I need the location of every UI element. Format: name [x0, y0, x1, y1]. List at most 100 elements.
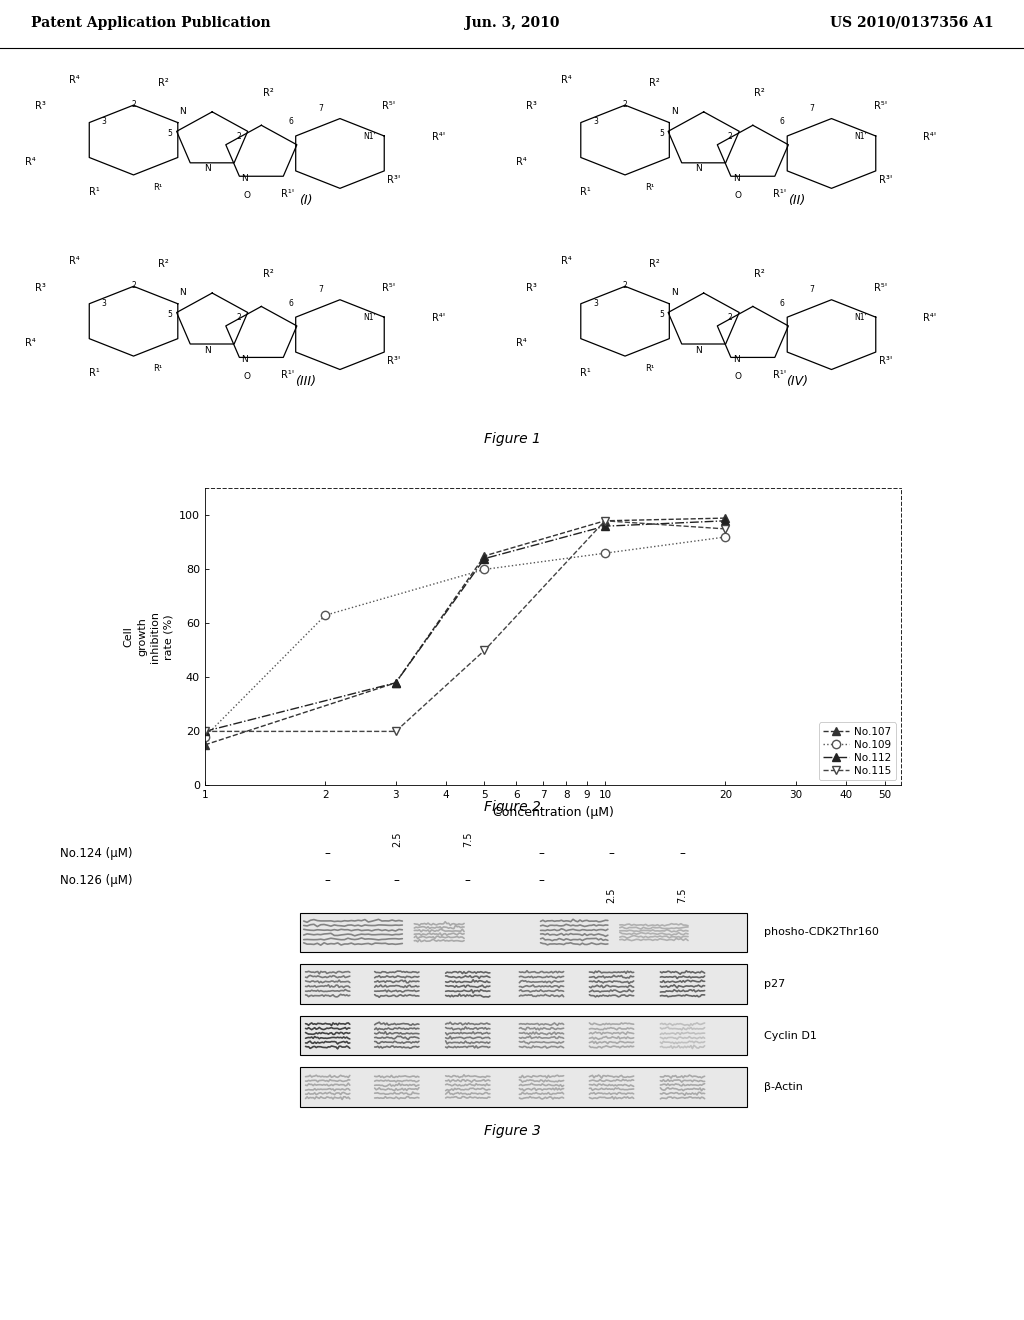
Text: 2: 2 [728, 132, 732, 141]
Text: Figure 1: Figure 1 [483, 432, 541, 446]
Text: N: N [671, 107, 678, 116]
Text: R²: R² [263, 88, 273, 98]
Text: 5: 5 [168, 310, 172, 319]
Text: 5: 5 [659, 129, 664, 137]
Text: 6: 6 [780, 117, 784, 127]
Text: 7: 7 [317, 104, 323, 114]
Text: O: O [734, 191, 741, 201]
No.112 [719, 513, 731, 529]
Text: R⁵': R⁵' [383, 102, 395, 111]
Text: R⁴': R⁴' [432, 132, 444, 141]
Text: R⁴': R⁴' [924, 132, 936, 141]
Text: R¹: R¹ [581, 368, 591, 378]
Text: R⁵': R⁵' [383, 282, 395, 293]
No.115 [478, 643, 490, 659]
No.107 [389, 675, 401, 690]
Text: N1': N1' [855, 132, 867, 141]
Text: 6: 6 [289, 117, 293, 127]
Text: R¹': R¹' [282, 370, 295, 380]
X-axis label: Concentration (μM): Concentration (μM) [493, 805, 613, 818]
Text: R¹': R¹' [773, 370, 786, 380]
Text: 2.5: 2.5 [606, 888, 616, 903]
Text: 3: 3 [593, 117, 598, 127]
Text: R¹: R¹ [645, 182, 654, 191]
Text: N: N [733, 174, 739, 182]
Text: R⁴: R⁴ [561, 75, 571, 84]
Text: 3: 3 [101, 298, 106, 308]
Bar [300, 1068, 748, 1106]
Text: R⁴: R⁴ [25, 338, 36, 348]
Text: R³: R³ [526, 102, 538, 111]
Text: R¹: R¹ [89, 186, 99, 197]
Text: N: N [179, 107, 186, 116]
Text: 7: 7 [317, 285, 323, 294]
No.115 [389, 723, 401, 739]
Text: N: N [242, 174, 248, 182]
Text: R⁴: R⁴ [561, 256, 571, 265]
Text: 6: 6 [780, 298, 784, 308]
No.112 [599, 519, 611, 535]
No.107 [599, 513, 611, 529]
Line: No.115: No.115 [201, 516, 729, 735]
Text: N: N [695, 165, 702, 173]
Text: N: N [242, 355, 248, 364]
Text: R³': R³' [879, 356, 892, 367]
Text: –: – [465, 874, 471, 887]
Bar [300, 1016, 748, 1055]
Text: (I): (I) [299, 194, 312, 207]
Text: 2: 2 [237, 313, 241, 322]
Text: R⁴: R⁴ [70, 256, 80, 265]
Text: R²: R² [649, 259, 659, 269]
Text: N: N [204, 346, 211, 355]
No.107 [199, 737, 211, 752]
Text: R²: R² [158, 259, 168, 269]
Text: –: – [608, 847, 614, 861]
Text: R¹: R¹ [154, 364, 163, 372]
Line: No.112: No.112 [201, 516, 729, 735]
Text: R³: R³ [526, 282, 538, 293]
Text: 2: 2 [131, 281, 136, 290]
No.109 [719, 529, 731, 545]
Text: R⁴: R⁴ [25, 157, 36, 168]
Text: –: – [394, 874, 399, 887]
Text: R²: R² [263, 269, 273, 280]
Text: phosho-CDK2Thr160: phosho-CDK2Thr160 [764, 928, 879, 937]
Text: R³': R³' [387, 356, 400, 367]
Text: 2: 2 [623, 100, 628, 110]
Text: R²: R² [649, 78, 659, 88]
No.107 [478, 548, 490, 564]
Text: R²: R² [755, 88, 765, 98]
Y-axis label: Cell
growth
inhibition
rate (%): Cell growth inhibition rate (%) [124, 611, 173, 663]
Text: R²: R² [755, 269, 765, 280]
Text: R³': R³' [879, 176, 892, 185]
Text: (IV): (IV) [786, 375, 808, 388]
Text: –: – [539, 874, 545, 887]
Text: 3: 3 [593, 298, 598, 308]
Text: Cyclin D1: Cyclin D1 [764, 1031, 816, 1040]
Text: R⁵': R⁵' [874, 282, 887, 293]
Text: N1': N1' [364, 313, 376, 322]
Text: 2.5: 2.5 [392, 832, 401, 846]
Text: 2: 2 [131, 100, 136, 110]
Text: –: – [680, 847, 685, 861]
Text: US 2010/0137356 A1: US 2010/0137356 A1 [829, 16, 993, 29]
No.109 [478, 561, 490, 577]
Text: N: N [695, 346, 702, 355]
Text: R⁴: R⁴ [516, 157, 527, 168]
Legend: No.107, No.109, No.112, No.115: No.107, No.109, No.112, No.115 [819, 722, 896, 780]
Text: R⁴': R⁴' [924, 313, 936, 323]
Text: R¹: R¹ [89, 368, 99, 378]
Text: R¹: R¹ [645, 364, 654, 372]
Text: Figure 2: Figure 2 [483, 800, 541, 813]
Text: 3: 3 [101, 117, 106, 127]
Text: O: O [734, 372, 741, 381]
Text: R⁴: R⁴ [516, 338, 527, 348]
Text: R³': R³' [387, 176, 400, 185]
Text: –: – [325, 874, 331, 887]
Text: 7: 7 [809, 285, 814, 294]
Text: 7.5: 7.5 [678, 888, 687, 903]
Text: R¹': R¹' [282, 189, 295, 199]
Text: O: O [243, 191, 250, 201]
No.109 [319, 607, 332, 623]
Line: No.107: No.107 [201, 513, 729, 748]
